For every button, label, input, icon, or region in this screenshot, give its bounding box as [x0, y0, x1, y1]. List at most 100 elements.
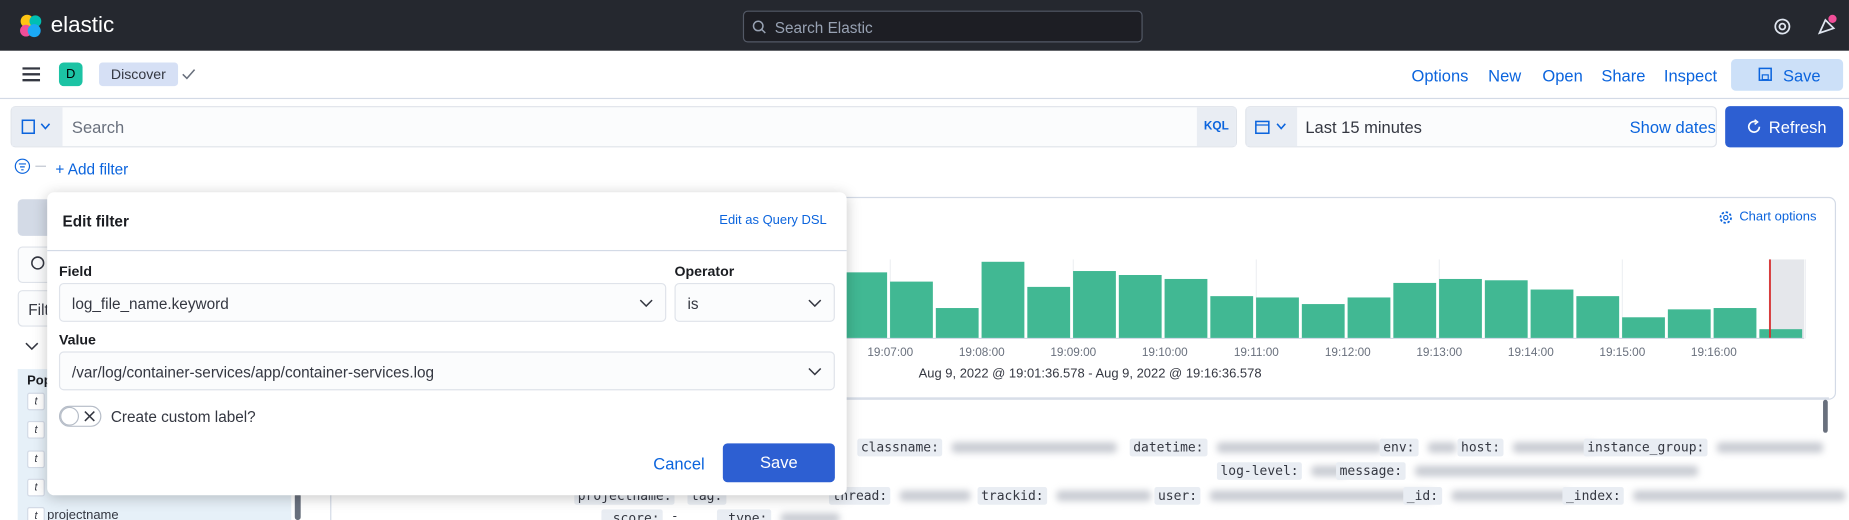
field-type-icon: t — [27, 420, 45, 439]
redacted-value — [1415, 465, 1699, 477]
help-icon[interactable] — [1774, 18, 1792, 36]
redacted-value — [1513, 442, 1596, 453]
table-scrollbar — [1823, 399, 1828, 433]
date-picker — [1245, 106, 1717, 148]
field-name[interactable]: projectname — [47, 508, 119, 520]
histogram: 19:07:00 19:08:00 19:09:00 19:10:00 19:11:00… — [844, 259, 1806, 359]
redacted-value — [1717, 442, 1824, 453]
bar — [1484, 280, 1528, 339]
space-badge[interactable]: D — [58, 62, 83, 87]
save-label: Save — [1782, 66, 1821, 85]
menu-link[interactable]: Open — [1542, 66, 1583, 85]
breadcrumb[interactable]: Discover — [99, 62, 178, 87]
query-dsl-link[interactable]: Edit as Query DSL — [719, 213, 827, 228]
x-tick-label: 19:07:00 — [867, 346, 913, 359]
sidebar-search-icon — [31, 256, 45, 270]
field-key: trackid: — [977, 487, 1048, 505]
value-combobox[interactable]: /var/log/container-services/app/containe… — [58, 351, 835, 391]
menu-icon[interactable] — [22, 67, 41, 82]
menu-link[interactable]: Inspect — [1663, 66, 1718, 85]
divider — [47, 249, 847, 252]
bar — [981, 261, 1025, 339]
x-tick-label: 19:13:00 — [1416, 346, 1462, 359]
sidebar-button[interactable] — [17, 199, 54, 236]
current-time-shade — [1768, 259, 1805, 339]
field-key: classname: — [857, 438, 943, 457]
field-value: - — [672, 509, 677, 520]
custom-label-switch[interactable] — [58, 405, 104, 427]
bar — [844, 272, 888, 339]
save-button[interactable]: Save — [722, 443, 835, 483]
refresh-button[interactable]: Refresh — [1725, 106, 1844, 148]
bar — [1439, 278, 1482, 339]
field-key: instance_group: — [1583, 438, 1708, 457]
bar — [1256, 297, 1299, 339]
save-top-button[interactable]: Save — [1731, 58, 1844, 91]
menu-link[interactable]: Options — [1411, 66, 1469, 85]
field-key: _id: — [1403, 487, 1442, 505]
query-bar — [10, 106, 1237, 148]
kql-button[interactable]: KQL — [1196, 107, 1236, 147]
redacted-value — [1427, 442, 1456, 453]
collapse-icon[interactable] — [25, 341, 39, 353]
field-value: log_file_name.keyword — [71, 294, 229, 313]
redacted-value — [900, 490, 971, 502]
query-placeholder[interactable]: Search — [71, 117, 125, 137]
menu-link[interactable]: Share — [1601, 66, 1646, 85]
add-filter[interactable]: + Add filter — [55, 160, 129, 179]
redacted-value — [1451, 490, 1569, 502]
histogram-time-range: Aug 9, 2022 @ 19:01:36.578 - Aug 9, 2022… — [918, 366, 1262, 381]
field-key: _index: — [1562, 487, 1625, 505]
bar — [1301, 304, 1345, 339]
field-type-icon: t — [27, 392, 45, 411]
field-type-icon: t — [27, 507, 45, 520]
operator-combobox[interactable]: is — [674, 283, 835, 322]
operator-label: Operator — [674, 262, 735, 280]
global-search[interactable]: Search Elastic — [742, 10, 1143, 43]
news-icon[interactable] — [1816, 13, 1840, 37]
search-icon — [752, 20, 766, 34]
field-key: _score: — [601, 509, 664, 520]
bar — [1622, 317, 1665, 339]
logo — [20, 14, 42, 38]
x-tick-label: 19:14:00 — [1508, 346, 1554, 359]
sidebar-filter[interactable] — [17, 290, 54, 327]
save-icon — [1758, 67, 1772, 81]
bar — [1576, 296, 1620, 339]
redacted-value — [780, 512, 840, 520]
sidebar-search[interactable] — [17, 246, 54, 284]
field-combobox[interactable]: log_file_name.keyword — [58, 283, 667, 322]
bar — [1210, 296, 1254, 339]
value-text: /var/log/container-services/app/containe… — [71, 363, 435, 381]
bar — [1759, 329, 1803, 339]
saved-query-button[interactable] — [11, 107, 63, 147]
field-key: datetime: — [1129, 438, 1208, 457]
bar — [1347, 297, 1391, 339]
field-label: Field — [58, 262, 92, 280]
x-tick-label: 19:11:00 — [1234, 346, 1279, 359]
brand: elastic — [50, 12, 115, 38]
refresh-label: Refresh — [1768, 117, 1827, 137]
redacted-value — [1056, 490, 1151, 502]
sidebar-filter-text: Filt — [28, 300, 49, 319]
time-range[interactable]: Last 15 minutes — [1305, 117, 1422, 137]
show-dates[interactable]: Show dates — [1629, 117, 1716, 137]
filter-options-icon[interactable] — [14, 158, 49, 176]
redacted-value — [1311, 465, 1347, 477]
cancel-button[interactable]: Cancel — [653, 453, 705, 473]
saved-query-icon — [21, 119, 51, 135]
scrollbar — [294, 492, 301, 520]
refresh-icon — [1747, 119, 1761, 133]
app-bar — [0, 51, 1849, 100]
popular-header: Pop — [27, 373, 52, 388]
field-key: host: — [1457, 438, 1504, 457]
quick-menu-button[interactable] — [1246, 107, 1298, 147]
menu-link[interactable]: New — [1488, 66, 1522, 85]
field-key: message: — [1336, 462, 1406, 480]
field-key: _type: — [716, 509, 771, 520]
chart-options[interactable]: Chart options — [1739, 209, 1817, 225]
redacted-value — [1633, 490, 1846, 502]
field-key: user: — [1154, 487, 1201, 505]
